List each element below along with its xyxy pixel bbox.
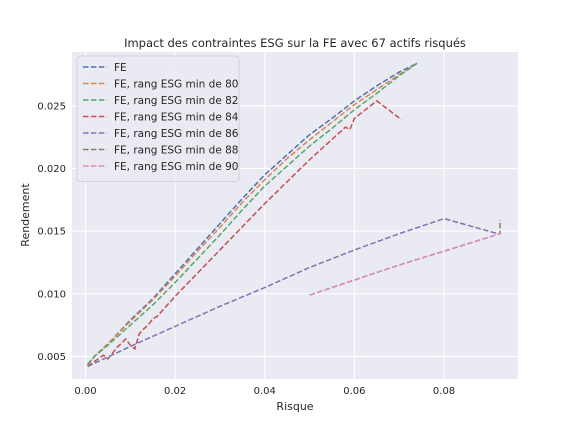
- legend-label: FE, rang ESG min de 88: [114, 144, 239, 156]
- chart-title: Impact des contraintes ESG sur la FE ave…: [124, 36, 466, 50]
- series-line-1: [87, 62, 418, 366]
- series-layer: [87, 62, 501, 368]
- x-tick-label: 0.06: [343, 386, 365, 397]
- series-line-4: [87, 217, 499, 368]
- series-line-5: [309, 219, 501, 296]
- x-tick-label: 0.08: [433, 386, 455, 397]
- y-tick-label: 0.025: [37, 101, 66, 112]
- series-line-3: [87, 99, 402, 368]
- y-tick-label: 0.020: [37, 164, 66, 175]
- y-tick-label: 0.005: [37, 352, 66, 363]
- y-axis-title: Rendement: [19, 183, 32, 247]
- legend-label: FE, rang ESG min de 82: [114, 95, 239, 107]
- y-tick-label: 0.010: [37, 289, 66, 300]
- x-tick-label: 0.02: [164, 386, 186, 397]
- legend-label: FE, rang ESG min de 86: [114, 128, 239, 140]
- y-tick-label: 0.015: [37, 227, 66, 238]
- legend: FE FE, rang ESG min de 80 FE, rang ESG min…: [76, 55, 240, 182]
- x-tick-label: 0.00: [74, 386, 96, 397]
- legend-box: [76, 55, 240, 182]
- legend-label: FE, rang ESG min de 80: [114, 78, 239, 90]
- legend-label: FE, rang ESG min de 84: [114, 111, 239, 123]
- series-line-2: [87, 62, 418, 365]
- x-axis: 0.00 0.02 0.04 0.06 0.08: [74, 386, 455, 397]
- legend-label: FE: [114, 62, 127, 74]
- y-axis: 0.005 0.010 0.015 0.020 0.025: [37, 101, 66, 363]
- legend-label: FE, rang ESG min de 90: [114, 161, 239, 173]
- series-line-6: [309, 232, 501, 296]
- x-axis-title: Risque: [276, 400, 313, 413]
- x-tick-label: 0.04: [254, 386, 276, 397]
